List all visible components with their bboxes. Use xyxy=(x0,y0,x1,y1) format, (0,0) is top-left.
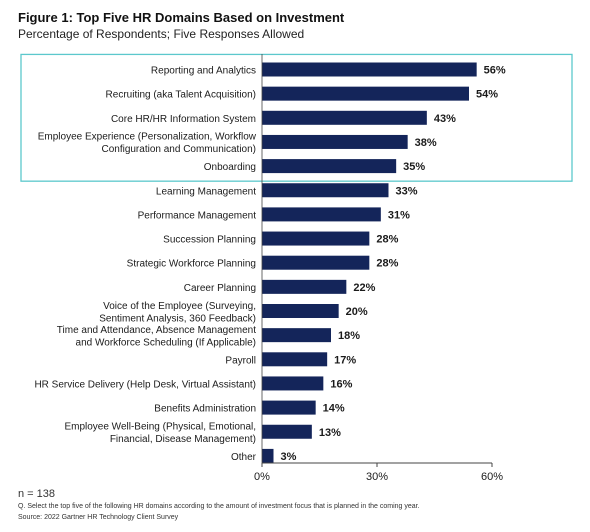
category-label: Strategic Workforce Planning xyxy=(127,259,256,270)
data-label: 56% xyxy=(484,65,506,77)
category-label: Voice of the Employee (Surveying, Sentime… xyxy=(99,301,256,325)
category-label: Employee Experience (Personalization, Wo… xyxy=(38,132,257,156)
bar xyxy=(262,255,370,270)
data-label: 35% xyxy=(403,161,425,173)
data-label: 54% xyxy=(476,89,498,101)
data-label: 33% xyxy=(396,185,418,197)
category-label: Succession Planning xyxy=(163,235,256,246)
bar xyxy=(262,110,427,125)
data-label: 22% xyxy=(353,282,375,294)
data-label: 28% xyxy=(376,234,398,246)
category-label: Career Planning xyxy=(184,283,256,294)
category-label: Onboarding xyxy=(204,162,256,173)
data-label: 16% xyxy=(330,378,352,390)
data-label: 14% xyxy=(323,403,345,415)
bar xyxy=(262,328,331,343)
bar xyxy=(262,134,408,149)
bar xyxy=(262,279,347,294)
chart-subtitle: Percentage of Respondents; Five Response… xyxy=(18,27,305,41)
sample-size-note: n = 138 xyxy=(18,488,56,500)
category-label: Performance Management xyxy=(138,210,257,221)
bar xyxy=(262,231,370,246)
bar xyxy=(262,352,328,367)
bar xyxy=(262,86,469,101)
bar xyxy=(262,304,339,318)
bar xyxy=(262,400,316,415)
category-label: HR Service Delivery (Help Desk, Virtual … xyxy=(34,379,256,390)
category-label: Learning Management xyxy=(156,186,256,197)
data-label: 31% xyxy=(388,209,410,221)
category-label: Recruiting (aka Talent Acquisition) xyxy=(106,90,256,101)
category-label: Other xyxy=(231,452,257,463)
x-tick-label: 30% xyxy=(366,471,388,483)
data-label: 3% xyxy=(281,451,297,463)
data-label: 18% xyxy=(338,330,360,342)
category-label: Benefits Administration xyxy=(154,404,256,415)
category-label: Time and Attendance, Absence Management a… xyxy=(57,325,256,349)
category-label: Reporting and Analytics xyxy=(151,66,256,77)
category-label: Employee Well-Being (Physical, Emotional… xyxy=(64,422,256,446)
data-label: 43% xyxy=(434,113,456,125)
bar xyxy=(262,207,381,222)
bar-chart: 56% Reporting and Analytics 54% Recruiting … xyxy=(20,53,573,483)
chart-title: Figure 1: Top Five HR Domains Based on I… xyxy=(18,10,345,25)
bar xyxy=(262,62,477,77)
bar xyxy=(262,424,312,439)
bar xyxy=(262,159,397,174)
data-label: 38% xyxy=(415,137,437,149)
bar xyxy=(262,183,389,198)
bar xyxy=(262,448,274,463)
top-five-highlight-box xyxy=(20,53,573,182)
data-label: 20% xyxy=(346,306,368,318)
question-note: Q. Select the top five of the following … xyxy=(18,503,420,510)
data-label: 13% xyxy=(319,427,341,439)
category-label: Payroll xyxy=(225,355,256,366)
source-note: Source: 2022 Gartner HR Technology Clien… xyxy=(18,514,179,521)
data-label: 28% xyxy=(376,258,398,270)
x-tick-label: 60% xyxy=(481,471,503,483)
x-tick-label: 0% xyxy=(254,471,270,483)
data-label: 17% xyxy=(334,354,356,366)
category-label: Core HR/HR Information System xyxy=(111,114,256,125)
bar xyxy=(262,376,324,391)
